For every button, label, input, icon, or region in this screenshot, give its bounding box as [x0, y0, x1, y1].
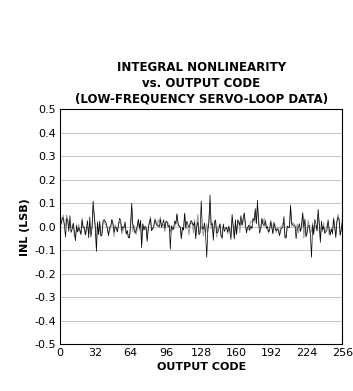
X-axis label: OUTPUT CODE: OUTPUT CODE [157, 362, 246, 372]
Y-axis label: INL (LSB): INL (LSB) [20, 198, 30, 256]
Title: INTEGRAL NONLINEARITY
vs. OUTPUT CODE
(LOW-FREQUENCY SERVO-LOOP DATA): INTEGRAL NONLINEARITY vs. OUTPUT CODE (L… [74, 61, 328, 106]
